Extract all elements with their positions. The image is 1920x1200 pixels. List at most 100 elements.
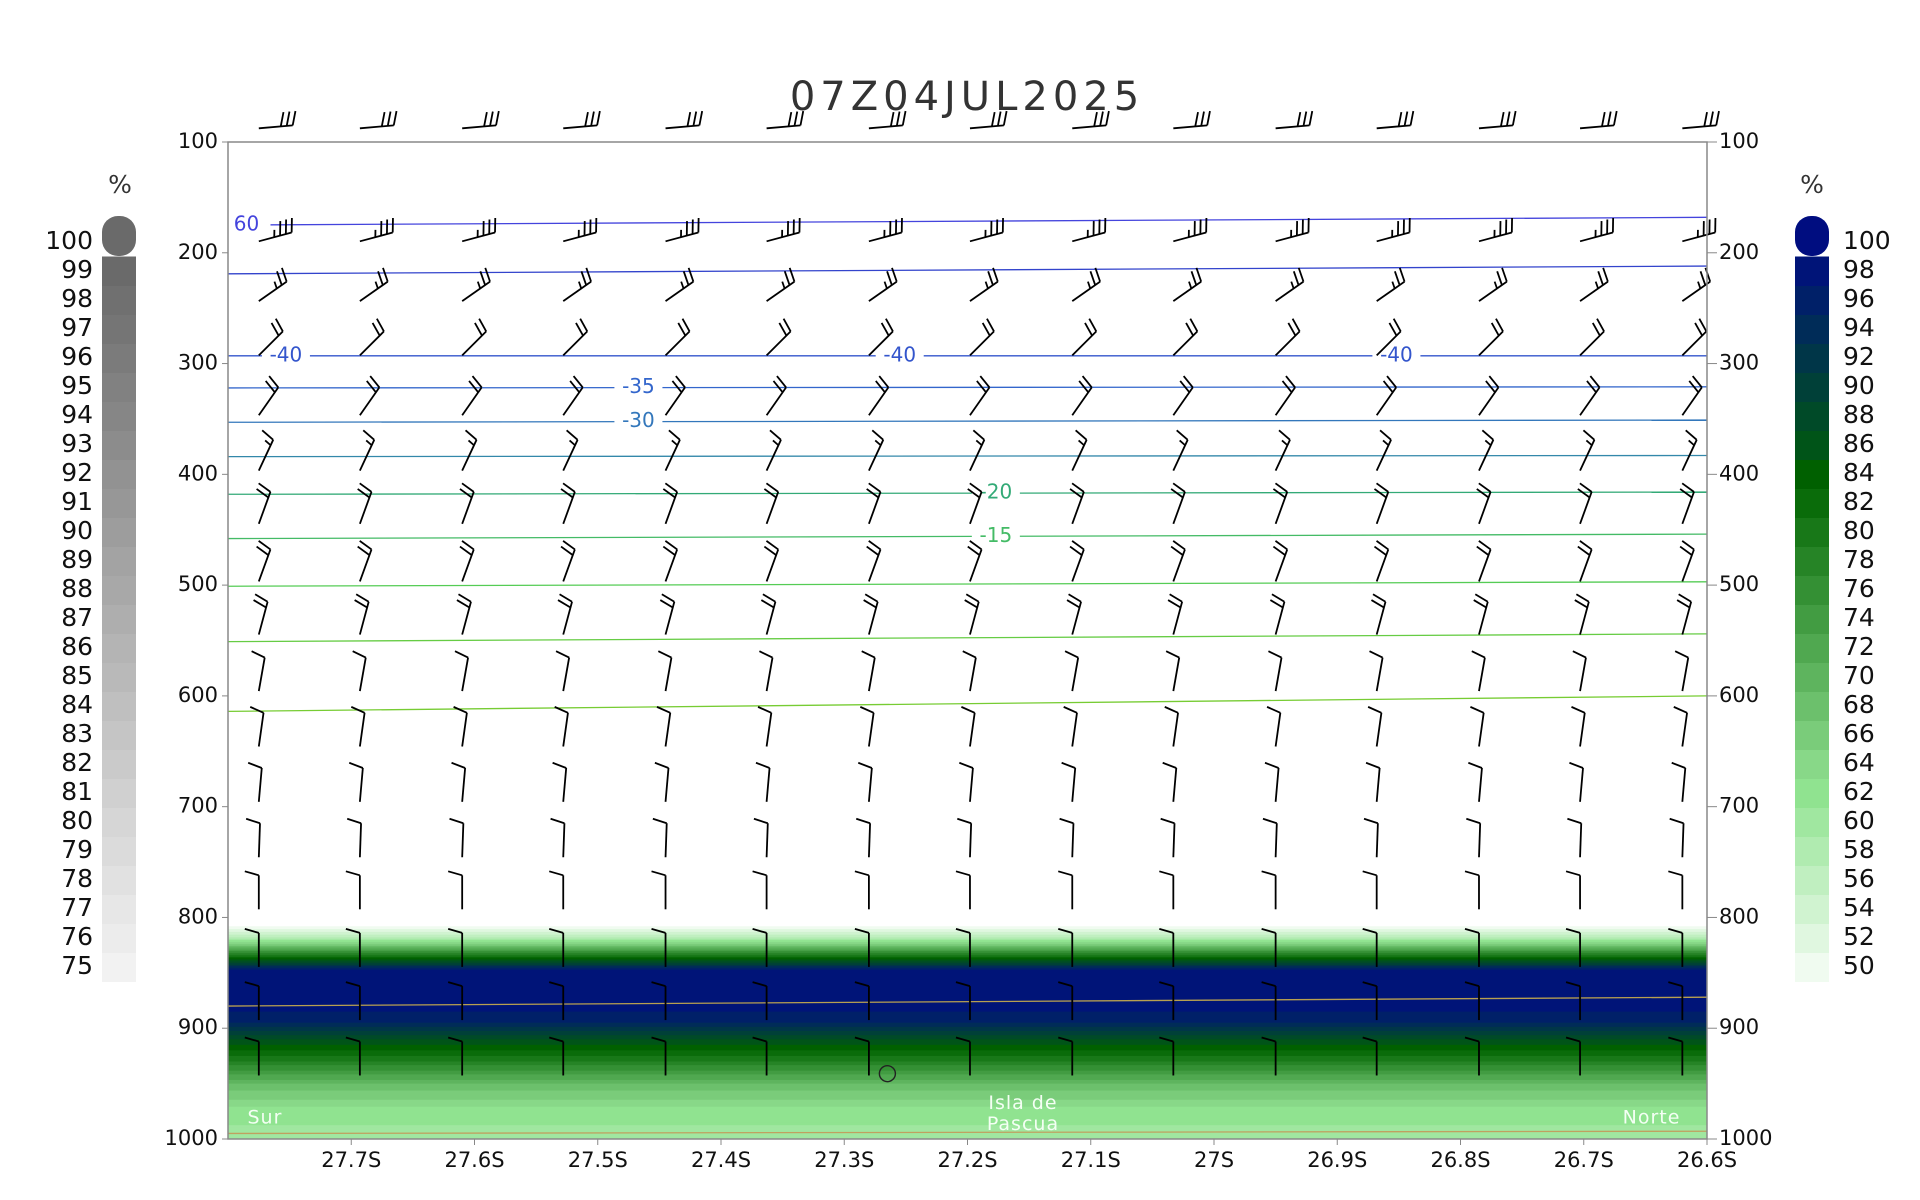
wind-barb — [1577, 482, 1593, 525]
wind-barb — [859, 706, 875, 747]
wind-barb — [1373, 482, 1390, 525]
barb-full — [1678, 593, 1692, 603]
barb-full — [484, 267, 491, 282]
wind-barb — [665, 110, 704, 130]
wind-barb — [451, 761, 467, 802]
barb-full — [1084, 322, 1093, 337]
wind-barb — [967, 482, 983, 525]
wind-barb — [955, 870, 971, 910]
wind-barb — [1072, 110, 1110, 130]
wind-barb — [1167, 593, 1183, 635]
barb-full — [1061, 761, 1076, 769]
barb-full — [1071, 482, 1085, 493]
wind-barb — [1476, 482, 1492, 525]
barb-full — [1579, 540, 1593, 551]
barb-full — [258, 482, 271, 493]
barb-full — [1088, 318, 1098, 332]
barb-full — [854, 1036, 870, 1043]
rh-strip — [228, 973, 1707, 978]
colorbar-swatch — [102, 720, 136, 750]
barb-staff — [257, 657, 266, 692]
x-tick-label: 27.7S — [321, 1148, 381, 1172]
wind-barb — [563, 217, 598, 243]
wind-barb — [548, 928, 565, 967]
wind-barb — [1268, 650, 1283, 692]
rh-strip — [228, 962, 1707, 964]
barb-full — [987, 271, 994, 286]
rh-strip — [228, 976, 1707, 981]
barb-full — [1296, 111, 1302, 127]
barb-staff — [1071, 657, 1080, 692]
wind-barb — [562, 429, 579, 472]
barb-full — [366, 380, 377, 393]
wind-barb — [1071, 318, 1098, 357]
barb-full — [1607, 111, 1612, 127]
rh-strip — [228, 943, 1707, 946]
barb-full — [1281, 380, 1293, 393]
contour-label-bg — [875, 344, 924, 367]
rh-strip — [228, 944, 1707, 947]
barb-full — [461, 482, 475, 493]
wind-barb — [855, 817, 871, 858]
barb-staff — [358, 657, 367, 692]
barb-full — [990, 111, 996, 127]
colorbar-swatch — [1795, 430, 1829, 460]
y-tick-label: 400 — [178, 461, 218, 485]
wind-barb — [359, 375, 381, 416]
rh-strip — [228, 1054, 1707, 1057]
barb-full — [854, 928, 870, 934]
rh-strip — [228, 1012, 1707, 1015]
barb-full — [1403, 111, 1409, 127]
wind-barb — [664, 375, 686, 416]
rh-strip — [228, 952, 1707, 954]
barb-full — [1673, 706, 1688, 714]
barb-staff — [1172, 823, 1176, 858]
barb-full — [258, 540, 271, 551]
wind-barb — [1063, 706, 1078, 747]
rh-strip — [228, 1007, 1707, 1010]
rh-strip — [228, 1136, 1707, 1139]
wind-barb — [962, 650, 977, 692]
barb-full — [866, 545, 880, 556]
barb-full — [1159, 870, 1174, 877]
barb-half — [273, 281, 278, 289]
barb-half — [883, 281, 888, 289]
barb-staff — [765, 657, 774, 692]
colorbar-swatch — [102, 459, 136, 489]
barb-full — [1582, 429, 1596, 441]
colorbar-label: % — [108, 170, 132, 199]
barb-staff — [562, 712, 569, 747]
wind-barb — [1275, 267, 1305, 302]
barb-staff — [358, 823, 362, 858]
wind-barb — [1668, 1036, 1684, 1076]
barb-staff — [1375, 657, 1384, 692]
colorbar-tick-label: 100 — [1843, 226, 1891, 255]
barb-full — [392, 110, 398, 126]
barb-full — [1165, 650, 1180, 659]
barb-full — [868, 540, 882, 551]
rh-strip — [228, 937, 1707, 939]
barb-full — [1285, 375, 1296, 388]
barb-full — [1058, 928, 1073, 934]
rh-band — [228, 1061, 1707, 1085]
rh-strip — [228, 1088, 1707, 1092]
barb-staff — [461, 767, 467, 802]
barb-full — [377, 271, 384, 286]
barb-full — [1365, 761, 1380, 769]
wind-barb — [1173, 217, 1208, 243]
wind-barb — [1159, 1036, 1175, 1076]
rh-strip — [228, 1081, 1707, 1085]
barb-full — [1159, 928, 1174, 934]
wind-barb — [1471, 650, 1486, 692]
contour-label: -20 — [980, 480, 1013, 504]
barb-full — [560, 488, 574, 499]
wind-barb — [1059, 817, 1075, 858]
barb-staff — [765, 712, 773, 747]
colorbar-tick-label: 90 — [61, 516, 93, 545]
barb-full — [355, 593, 370, 603]
barb-full — [1262, 817, 1278, 825]
colorbar-swatch — [102, 575, 136, 605]
barb-half — [1179, 439, 1186, 446]
wind-barb — [456, 593, 472, 635]
